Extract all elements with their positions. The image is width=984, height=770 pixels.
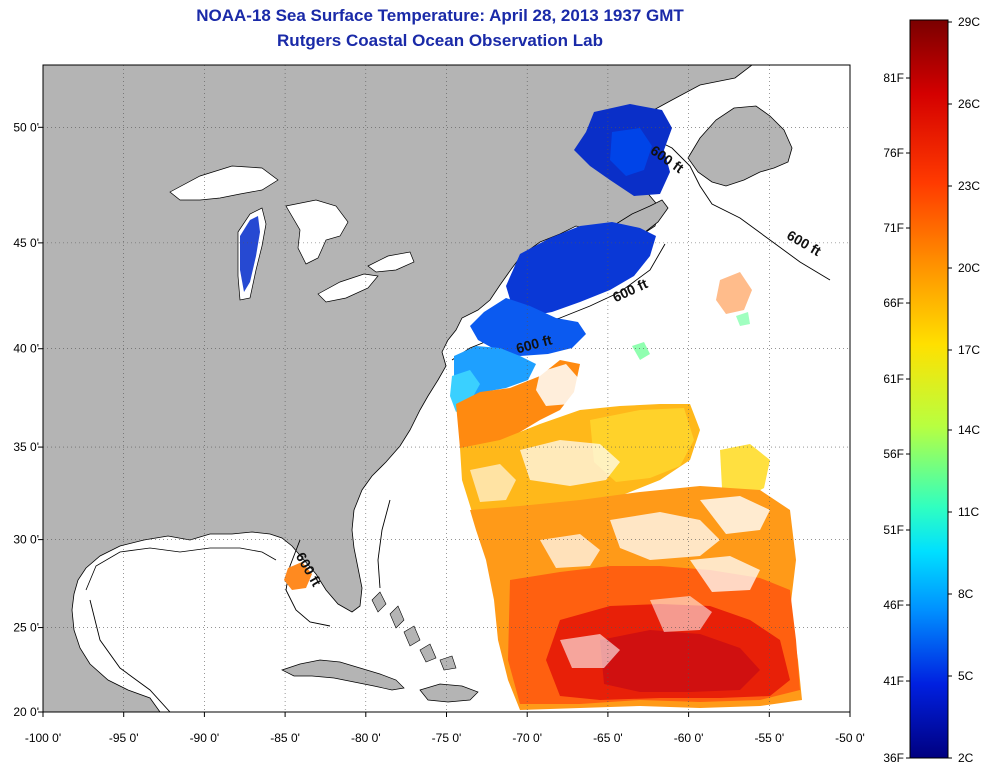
colorbar-celsius-label: 23C bbox=[958, 179, 980, 193]
latitude-tick-label: 30 0' bbox=[13, 533, 39, 547]
sst-cold-waters bbox=[450, 104, 672, 412]
colorbar-fahrenheit-label: 71F bbox=[883, 221, 904, 235]
graticule-grid bbox=[43, 65, 850, 712]
longitude-tick-label: -65 0' bbox=[593, 731, 623, 745]
latitude-tick-label: 45 0' bbox=[13, 236, 39, 250]
colorbar-celsius-label: 29C bbox=[958, 15, 980, 29]
hispaniola-land bbox=[419, 683, 479, 703]
colorbar-celsius-label: 11C bbox=[958, 505, 979, 519]
bahamas-islands bbox=[371, 591, 457, 671]
cuba-land bbox=[281, 659, 405, 691]
gulf-shelf-contour bbox=[85, 547, 277, 591]
cloud-cover-gaps bbox=[470, 364, 770, 668]
lake-michigan-sst-data bbox=[240, 216, 260, 292]
colorbar-celsius-label: 26C bbox=[958, 97, 980, 111]
latitude-axis-labels: 50 0' 45 0' 40 0' 35 0' 30 0' 25 0' 20 0' bbox=[13, 120, 43, 719]
longitude-tick-label: -90 0' bbox=[190, 731, 220, 745]
longitude-tick-label: -50 0' bbox=[835, 731, 865, 745]
colorbar-celsius-label: 17C bbox=[958, 343, 980, 357]
colorbar-fahrenheit-label: 81F bbox=[883, 71, 904, 85]
colorbar-celsius-label: 5C bbox=[958, 669, 974, 683]
longitude-tick-label: -70 0' bbox=[512, 731, 542, 745]
colorbar-fahrenheit-label: 46F bbox=[883, 598, 904, 612]
map-subtitle: Rutgers Coastal Ocean Observation Lab bbox=[277, 31, 603, 50]
temperature-colorbar bbox=[909, 19, 949, 759]
isobath-600ft-contours bbox=[89, 117, 831, 712]
lake-ontario bbox=[367, 251, 415, 273]
map-layers bbox=[43, 65, 831, 712]
colorbar-fahrenheit-label: 51F bbox=[883, 523, 904, 537]
latitude-tick-label: 20 0' bbox=[13, 705, 39, 719]
colorbar-fahrenheit-label: 76F bbox=[883, 146, 904, 160]
longitude-tick-label: -85 0' bbox=[270, 731, 300, 745]
latitude-tick-label: 35 0' bbox=[13, 440, 39, 454]
colorbar-celsius-label: 14C bbox=[958, 423, 980, 437]
colorbar-fahrenheit-label: 66F bbox=[883, 296, 904, 310]
longitude-tick-label: -60 0' bbox=[674, 731, 704, 745]
latitude-tick-label: 25 0' bbox=[13, 621, 39, 635]
longitude-axis-labels: -100 0' -95 0' -90 0' -85 0' -80 0' -75 0' -70… bbox=[25, 712, 865, 745]
colorbar-celsius-label: 20C bbox=[958, 261, 980, 275]
longitude-tick-label: -55 0' bbox=[754, 731, 784, 745]
lake-huron bbox=[285, 199, 349, 265]
colorbar-fahrenheit-label: 36F bbox=[883, 751, 904, 765]
map-title: NOAA-18 Sea Surface Temperature: April 2… bbox=[196, 6, 684, 25]
lake-erie bbox=[317, 273, 379, 303]
colorbar-celsius-labels: 29C 26C 23C 20C 17C 14C 11C 8C 5C 2C bbox=[948, 15, 980, 765]
colorbar-fahrenheit-label: 41F bbox=[883, 674, 904, 688]
longitude-tick-label: -80 0' bbox=[351, 731, 381, 745]
latitude-tick-label: 50 0' bbox=[13, 120, 39, 134]
lake-superior bbox=[169, 165, 279, 201]
colorbar-celsius-label: 8C bbox=[958, 587, 974, 601]
colorbar-fahrenheit-label: 56F bbox=[883, 447, 904, 461]
longitude-tick-label: -100 0' bbox=[25, 731, 61, 745]
colorbar-fahrenheit-labels: 81F 76F 71F 66F 61F 56F 51F 46F 41F 36F bbox=[883, 71, 910, 765]
latitude-tick-label: 40 0' bbox=[13, 342, 39, 356]
longitude-tick-label: -95 0' bbox=[109, 731, 139, 745]
longitude-tick-label: -75 0' bbox=[432, 731, 462, 745]
newfoundland-land bbox=[687, 105, 793, 187]
colorbar-fahrenheit-label: 61F bbox=[883, 372, 904, 386]
colorbar-celsius-label: 2C bbox=[958, 751, 974, 765]
